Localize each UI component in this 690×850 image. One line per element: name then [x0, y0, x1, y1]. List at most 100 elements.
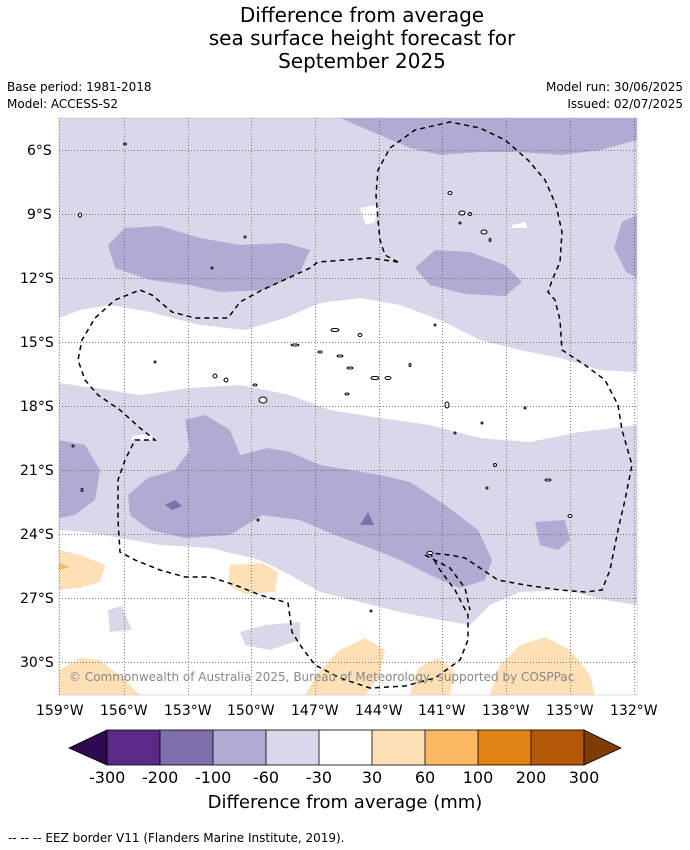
- colorbar-tick-label: 60: [414, 768, 436, 787]
- colorbar-tick-label: 300: [568, 768, 600, 787]
- eez-borders: [77, 121, 633, 689]
- model-name: Model: ACCESS-S2: [7, 97, 119, 111]
- graticule: [59, 118, 637, 695]
- island: [480, 421, 484, 425]
- title-line-2: sea surface height forecast for: [208, 26, 516, 50]
- island: [71, 444, 75, 448]
- island: [210, 266, 214, 270]
- contour-dark-patch-1: [165, 500, 182, 510]
- lat-tick-label: 24°S: [20, 527, 54, 543]
- colorbar-tick-label: -200: [142, 768, 179, 787]
- island: [346, 366, 354, 370]
- lon-tick-label: 132°W: [610, 703, 658, 719]
- island: [336, 354, 344, 358]
- colorbar-tick-label: -100: [195, 768, 232, 787]
- map-frame: [58, 117, 638, 696]
- island: [544, 478, 552, 482]
- lat-tick-label: 12°S: [20, 271, 54, 287]
- colorbar: [68, 729, 622, 766]
- island: [433, 323, 437, 327]
- lat-tick-label: 15°S: [20, 335, 54, 351]
- colorbar-tick-label: 100: [462, 768, 494, 787]
- island: [153, 360, 157, 364]
- island: [357, 333, 363, 337]
- colorbar-bin: [372, 730, 425, 765]
- island: [447, 191, 453, 195]
- contour-positive-s3: [490, 637, 595, 695]
- island: [485, 486, 489, 490]
- eez-footnote: -- -- -- EEZ border V11 (Flanders Marine…: [8, 831, 345, 845]
- colorbar-title: Difference from average (mm): [207, 792, 483, 813]
- island: [523, 406, 527, 410]
- colorbar-tick-label: -300: [89, 768, 126, 787]
- colorbar-bin: [160, 730, 213, 765]
- island: [330, 328, 340, 332]
- colorbar-bin: [266, 730, 319, 765]
- contour-positive-west: [59, 550, 105, 590]
- anomaly-field: [59, 118, 637, 695]
- island: [258, 396, 268, 404]
- colorbar-dividers: [159, 730, 532, 765]
- lat-tick-label: 21°S: [20, 463, 54, 479]
- colorbar-bin: [319, 730, 372, 765]
- island: [123, 142, 127, 146]
- island: [290, 343, 300, 347]
- island: [480, 229, 488, 235]
- island: [223, 377, 229, 383]
- contour-blob-nc: [415, 250, 522, 296]
- lon-tick-label: 153°W: [164, 703, 212, 719]
- lon-tick-label: 144°W: [355, 703, 403, 719]
- base-period: Base period: 1981-2018: [7, 80, 152, 94]
- colorbar-tick-label: -60: [252, 768, 280, 787]
- colorbar-bin: [478, 730, 531, 765]
- island: [212, 373, 218, 379]
- island: [458, 221, 462, 225]
- title-line-1: Difference from average: [239, 3, 485, 27]
- contour-blob-sw-edge: [59, 440, 100, 518]
- lon-tick-label: 147°W: [291, 703, 339, 719]
- lat-tick-label: 30°S: [20, 655, 54, 671]
- island: [493, 463, 497, 467]
- lon-tick-label: 138°W: [482, 703, 530, 719]
- colorbar-bin: [531, 730, 584, 765]
- contour-band-north: [59, 118, 637, 372]
- island: [252, 383, 258, 387]
- contour-white-patch-2: [512, 222, 528, 228]
- island: [370, 376, 380, 380]
- island: [408, 363, 412, 367]
- island: [426, 551, 434, 555]
- meta-left: Base period: 1981-2018 Model: ACCESS-S2: [7, 79, 152, 113]
- island: [78, 212, 82, 218]
- island: [567, 514, 573, 518]
- lat-tick-label: 27°S: [20, 591, 54, 607]
- eez-austral-inner: [424, 554, 471, 611]
- island: [344, 392, 350, 396]
- contour-patch-sw: [108, 606, 132, 632]
- title-line-3: September 2025: [278, 49, 446, 73]
- island: [384, 376, 392, 380]
- islands: [71, 142, 573, 613]
- island: [488, 238, 492, 242]
- island: [317, 350, 323, 354]
- colorbar-bin: [425, 730, 478, 765]
- copyright-credit: © Commonwealth of Australia 2025, Bureau…: [69, 670, 575, 684]
- eez-marquesas: [375, 121, 633, 593]
- contour-blob-south-main: [128, 415, 492, 588]
- colorbar-tick-label: -30: [305, 768, 333, 787]
- contour-positive-s2: [410, 658, 455, 695]
- colorbar-bin: [213, 730, 266, 765]
- contour-patch-sc: [240, 622, 300, 650]
- island: [80, 488, 84, 492]
- contour-dark-patch-2: [360, 512, 374, 525]
- colorbar-bin: [107, 730, 160, 765]
- contour-positive-s1: [305, 638, 385, 695]
- contour-positive-central: [228, 563, 278, 594]
- island: [444, 401, 450, 409]
- island: [458, 210, 466, 216]
- island: [468, 212, 472, 216]
- colorbar-tick-label: 30: [361, 768, 383, 787]
- colorbar-outline: [106, 729, 585, 766]
- chart-title: Difference from average sea surface heig…: [0, 4, 690, 73]
- colorbar-tick-label: 200: [515, 768, 547, 787]
